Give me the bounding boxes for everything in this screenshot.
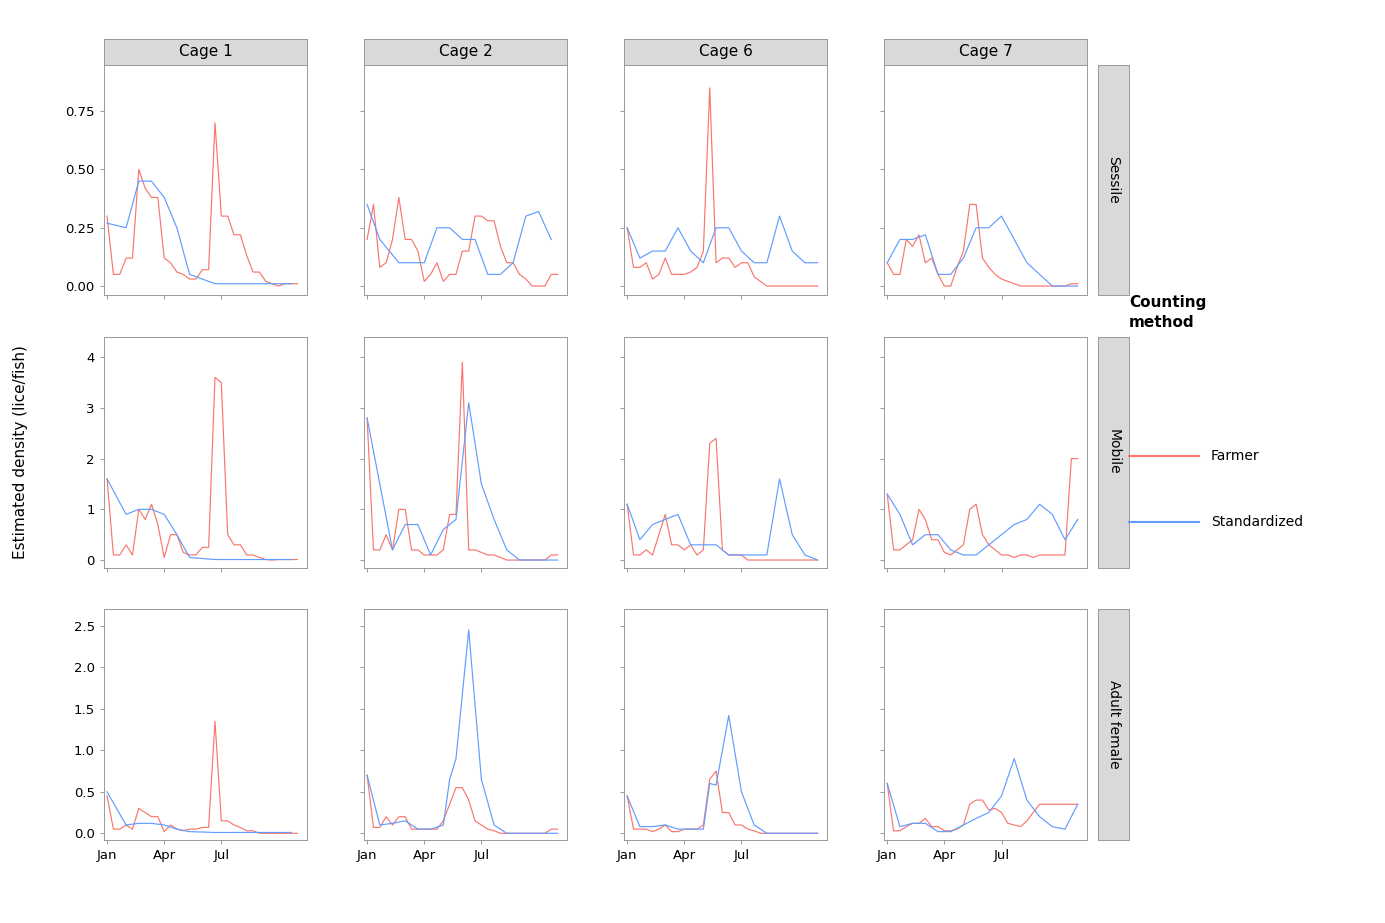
Text: Adult female: Adult female bbox=[1107, 680, 1120, 769]
Text: Cage 6: Cage 6 bbox=[698, 44, 752, 59]
Text: Cage 2: Cage 2 bbox=[439, 44, 493, 59]
Text: Sessile: Sessile bbox=[1107, 156, 1120, 204]
Text: Estimated density (lice/fish): Estimated density (lice/fish) bbox=[14, 345, 28, 559]
Text: Mobile: Mobile bbox=[1107, 429, 1120, 475]
Text: Cage 1: Cage 1 bbox=[179, 44, 233, 59]
Text: Farmer: Farmer bbox=[1210, 449, 1260, 463]
Text: Cage 7: Cage 7 bbox=[958, 44, 1012, 59]
Text: Counting
method: Counting method bbox=[1129, 295, 1206, 330]
Text: Standardized: Standardized bbox=[1210, 515, 1303, 530]
